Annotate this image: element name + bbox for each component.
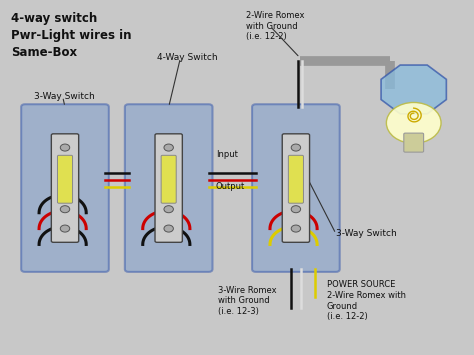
Text: 3-Way Switch: 3-Way Switch xyxy=(35,92,95,101)
Circle shape xyxy=(386,103,441,143)
Circle shape xyxy=(60,163,70,170)
FancyBboxPatch shape xyxy=(282,134,310,242)
Text: 4-Way Switch: 4-Way Switch xyxy=(157,53,218,62)
Circle shape xyxy=(291,225,301,232)
FancyBboxPatch shape xyxy=(404,133,424,152)
FancyBboxPatch shape xyxy=(57,155,73,203)
Circle shape xyxy=(60,144,70,151)
FancyBboxPatch shape xyxy=(161,155,176,203)
Circle shape xyxy=(164,225,173,232)
Circle shape xyxy=(164,206,173,213)
Circle shape xyxy=(291,206,301,213)
Circle shape xyxy=(60,225,70,232)
Text: 3-Wire Romex
with Ground
(i.e. 12-3): 3-Wire Romex with Ground (i.e. 12-3) xyxy=(218,285,277,316)
FancyBboxPatch shape xyxy=(155,134,182,242)
Circle shape xyxy=(60,206,70,213)
FancyBboxPatch shape xyxy=(125,104,212,272)
Circle shape xyxy=(164,144,173,151)
Text: Output: Output xyxy=(216,182,245,191)
FancyBboxPatch shape xyxy=(252,104,340,272)
Circle shape xyxy=(291,163,301,170)
Text: 4-way switch
Pwr-Light wires in
Same-Box: 4-way switch Pwr-Light wires in Same-Box xyxy=(11,12,131,59)
Text: Input: Input xyxy=(216,150,237,159)
Text: POWER SOURCE
2-Wire Romex with
Ground
(i.e. 12-2): POWER SOURCE 2-Wire Romex with Ground (i… xyxy=(327,280,406,321)
FancyBboxPatch shape xyxy=(21,104,109,272)
Text: 3-Way Switch: 3-Way Switch xyxy=(336,229,397,238)
Text: 2-Wire Romex
with Ground
(i.e. 12-2): 2-Wire Romex with Ground (i.e. 12-2) xyxy=(246,11,305,41)
FancyBboxPatch shape xyxy=(288,155,303,203)
Circle shape xyxy=(291,144,301,151)
Circle shape xyxy=(164,163,173,170)
FancyBboxPatch shape xyxy=(51,134,79,242)
